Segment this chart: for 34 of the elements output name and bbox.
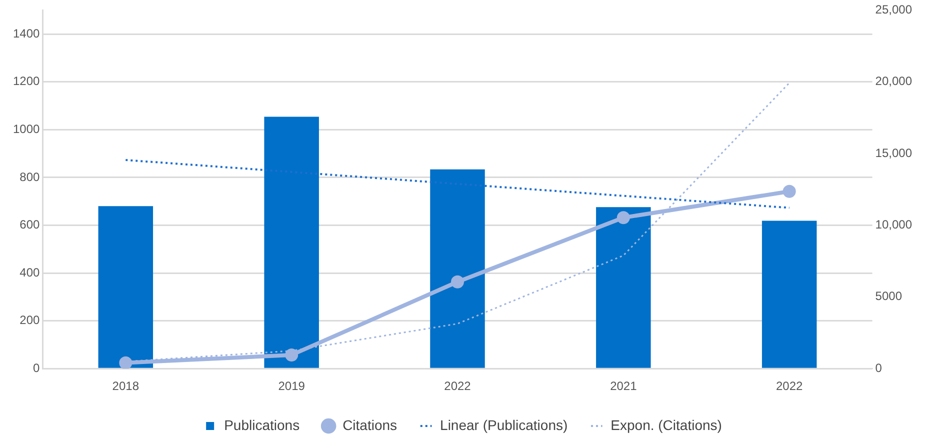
point [782,184,796,198]
bar [98,206,154,368]
point [616,211,630,224]
y-tick-label: 1200 [12,74,40,88]
line-series [124,159,790,209]
y-tick-label: 1400 [12,26,40,40]
legend-label: Expon. (Citations) [610,416,722,433]
y2-tick-label: 0 [875,360,882,375]
bar [596,207,651,368]
x-tick-label: 2019 [278,379,306,394]
point [119,356,132,369]
point [285,348,298,362]
x-tick-label: 2022 [776,379,804,394]
y-tick-label: 1000 [12,122,40,136]
y2-tick-label: 10,000 [875,218,912,232]
x-tick-label: 2018 [112,379,140,394]
legend-label: Citations [342,416,398,433]
y-tick-label: 400 [20,265,40,280]
x-tick-label: 2021 [610,379,638,394]
bar [762,220,817,368]
y-tick-label: 800 [20,170,40,184]
y-tick-label: 200 [20,313,40,328]
x-tick-label: 2022 [444,379,472,394]
bar [264,116,319,368]
bar [430,169,485,368]
y2-tick-label: 25,000 [875,2,912,17]
legend-label: Publications [224,416,300,433]
y2-tick-label: 5000 [875,289,902,304]
legend-label: Linear (Publications) [440,416,568,433]
y2-tick-label: 15,000 [875,146,912,160]
y-tick-label: 600 [20,218,40,232]
y-tick-label: 0 [33,360,40,375]
point [450,275,464,288]
y2-tick-label: 20,000 [875,74,912,88]
